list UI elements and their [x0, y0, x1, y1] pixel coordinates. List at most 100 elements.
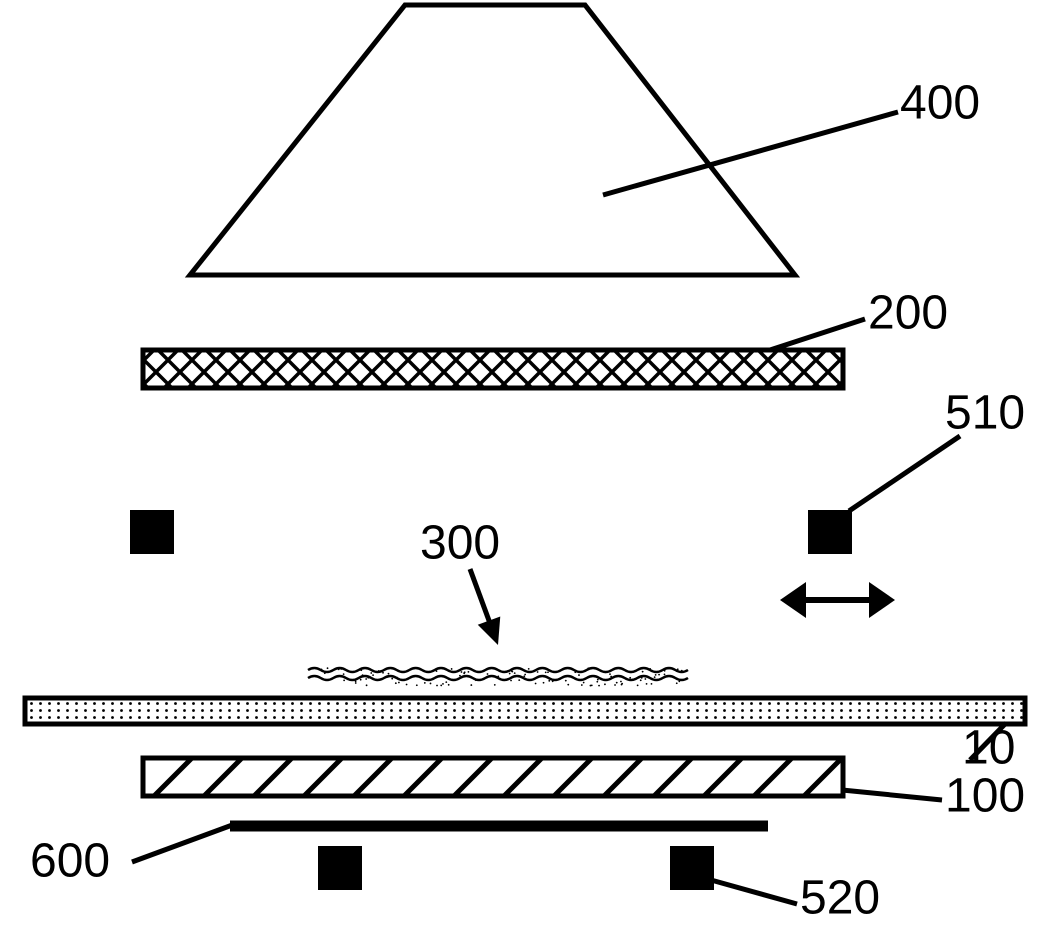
wavy-speckle	[424, 682, 426, 684]
wavy-speckle	[590, 685, 592, 687]
wavy-speckle	[676, 682, 678, 684]
wavy-speckle	[416, 684, 418, 686]
wavy-speckle	[370, 672, 372, 674]
wavy-speckle	[372, 674, 374, 676]
leader-arrow-300	[478, 616, 501, 645]
wavy-speckle	[664, 670, 666, 672]
wavy-speckle	[642, 671, 644, 673]
wavy-speckle	[677, 668, 679, 670]
wavy-speckle	[660, 678, 662, 680]
label-10: 10	[962, 722, 1015, 775]
wavy-speckle	[630, 672, 632, 674]
wavy-speckle	[360, 679, 362, 681]
wavy-speckle	[511, 671, 513, 673]
wavy-speckle	[680, 679, 682, 681]
wavy-speckle	[664, 674, 666, 676]
leader-line-100	[842, 790, 942, 800]
wavy-speckle	[537, 671, 539, 673]
double-arrow-head-right	[869, 582, 895, 618]
wavy-speckle	[340, 668, 342, 670]
top-square-left	[130, 510, 174, 554]
wavy-speckle	[620, 681, 622, 683]
wavy-speckle	[509, 673, 511, 675]
bottom-square-right-520	[670, 846, 714, 890]
wavy-speckle	[360, 669, 362, 671]
wavy-speckle	[459, 675, 461, 677]
trapezoid-400	[190, 5, 795, 275]
wavy-speckle	[391, 678, 393, 680]
wavy-speckle	[440, 685, 442, 687]
wavy-speckle	[581, 684, 583, 686]
wavy-speckle	[565, 680, 567, 682]
wavy-speckle	[565, 667, 567, 669]
wavy-speckle	[646, 683, 648, 685]
wavy-speckle	[396, 677, 398, 679]
double-arrow-head-left	[780, 582, 806, 618]
hatched-bar-100	[143, 758, 843, 796]
wavy-speckle	[640, 679, 642, 681]
wavy-speckle	[499, 670, 501, 672]
wavy-speckle	[461, 671, 463, 673]
wavy-speckle	[574, 671, 576, 673]
wavy-speckle	[387, 676, 389, 678]
wavy-speckle	[552, 680, 554, 682]
wavy-speckle	[367, 677, 369, 679]
wavy-speckle	[324, 672, 326, 674]
wavy-speckle	[362, 674, 364, 676]
label-510: 510	[945, 387, 1025, 440]
wavy-speckle	[655, 674, 657, 676]
wavy-speckle	[637, 685, 639, 687]
wavy-speckle	[355, 680, 357, 682]
wavy-speckle	[494, 684, 496, 686]
wavy-speckle	[388, 673, 390, 675]
wavy-speckle	[629, 677, 631, 679]
wavy-speckle	[442, 683, 444, 685]
wavy-speckle	[355, 682, 357, 684]
wavy-speckle	[366, 684, 368, 686]
wavy-speckle	[313, 667, 315, 669]
wavy-speckle	[510, 680, 512, 682]
wavy-speckle	[649, 668, 651, 670]
label-400: 400	[900, 77, 980, 130]
top-square-right-510	[808, 510, 852, 554]
wavy-speckle	[451, 668, 453, 670]
wavy-speckle	[321, 668, 323, 670]
wavy-speckle	[523, 675, 525, 677]
wavy-speckle	[406, 684, 408, 686]
wavy-speckle	[548, 678, 550, 680]
label-100: 100	[945, 770, 1025, 823]
wavy-speckle	[616, 682, 618, 684]
wavy-speckle	[365, 678, 367, 680]
wavy-speckle	[651, 683, 653, 685]
wavy-speckle	[398, 682, 400, 684]
dotted-bar-10	[25, 698, 1025, 724]
bottom-square-left	[318, 846, 362, 890]
wavy-speckle	[543, 682, 545, 684]
wavy-speckle	[487, 673, 489, 675]
wavy-speckle	[678, 680, 680, 682]
wavy-speckle	[537, 676, 539, 678]
wavy-speckle	[548, 680, 550, 682]
wavy-speckle	[654, 676, 656, 678]
wavy-speckle	[518, 679, 520, 681]
wavy-speckle	[382, 672, 384, 674]
wavy-speckle	[547, 671, 549, 673]
label-200: 200	[868, 287, 948, 340]
wavy-speckle	[587, 667, 589, 669]
wavy-speckle	[676, 670, 678, 672]
wavy-speckle	[578, 674, 580, 676]
wavy-speckle	[641, 677, 643, 679]
wavy-speckle	[497, 675, 499, 677]
wavy-speckle	[395, 682, 397, 684]
leader-line-520	[711, 880, 797, 904]
wavy-speckle	[644, 678, 646, 680]
crosshatch-bar-200	[143, 350, 843, 388]
wavy-speckle	[463, 673, 465, 675]
wavy-speckle	[535, 683, 537, 685]
wavy-speckle	[468, 671, 470, 673]
wavy-speckle	[333, 669, 335, 671]
leader-line-510	[849, 436, 960, 511]
wavy-speckle	[584, 670, 586, 672]
wavy-layer-300	[308, 668, 688, 672]
wavy-speckle	[610, 676, 612, 678]
